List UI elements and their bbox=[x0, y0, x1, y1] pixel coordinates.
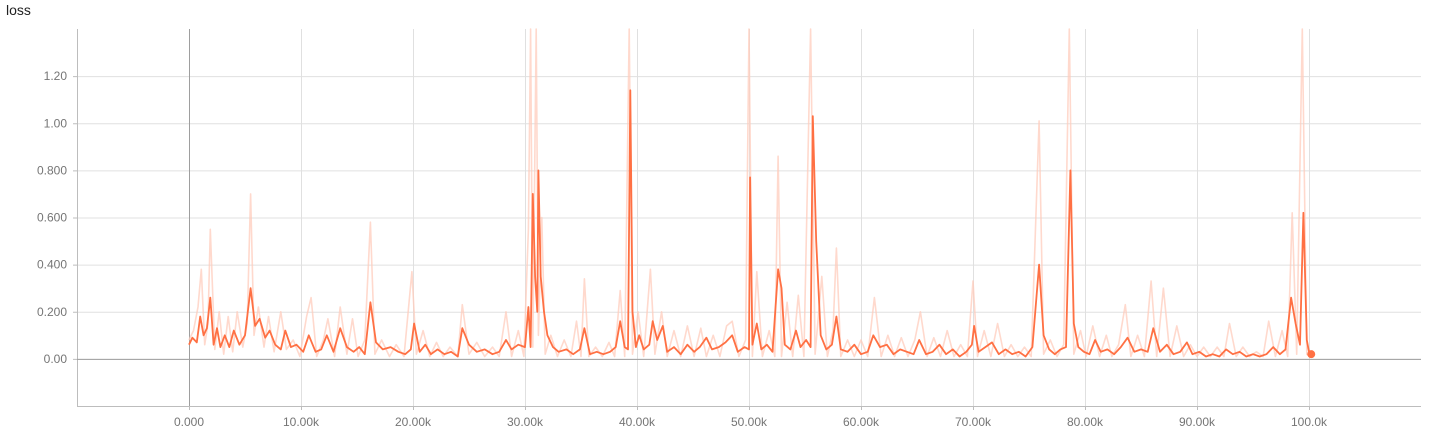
y-tick-label: 0.800 bbox=[37, 163, 67, 177]
x-tick-label: 70.00k bbox=[955, 415, 992, 429]
x-tick-label: 100.0k bbox=[1291, 415, 1328, 429]
x-tick-label: 20.00k bbox=[395, 415, 432, 429]
y-tick-label: 0.400 bbox=[37, 258, 67, 272]
smoothed-loss-line bbox=[188, 89, 1312, 358]
x-tick-label: 0.000 bbox=[174, 415, 204, 429]
x-tick-label: 40.00k bbox=[619, 415, 656, 429]
tick-labels: 0.00 0.200 0.400 0.600 0.800 1.00 1.20 0.000 10.… bbox=[37, 69, 1328, 429]
x-tick-label: 30.00k bbox=[507, 415, 544, 429]
x-tick-label: 50.00k bbox=[731, 415, 768, 429]
y-tick-label: 1.00 bbox=[44, 116, 68, 130]
last-point-marker bbox=[1307, 350, 1316, 359]
axes bbox=[77, 29, 1421, 407]
x-tick-label: 60.00k bbox=[843, 415, 880, 429]
x-tick-label: 80.00k bbox=[1067, 415, 1104, 429]
series bbox=[188, 28, 1316, 359]
y-tick-label: 0.600 bbox=[37, 211, 67, 225]
x-tick-label: 90.00k bbox=[1179, 415, 1216, 429]
x-tick-label: 10.00k bbox=[283, 415, 320, 429]
y-tick-label: 0.200 bbox=[37, 305, 67, 319]
chart-title: loss bbox=[6, 2, 31, 18]
y-tick-label: 0.00 bbox=[44, 352, 68, 366]
y-tick-label: 1.20 bbox=[44, 69, 68, 83]
